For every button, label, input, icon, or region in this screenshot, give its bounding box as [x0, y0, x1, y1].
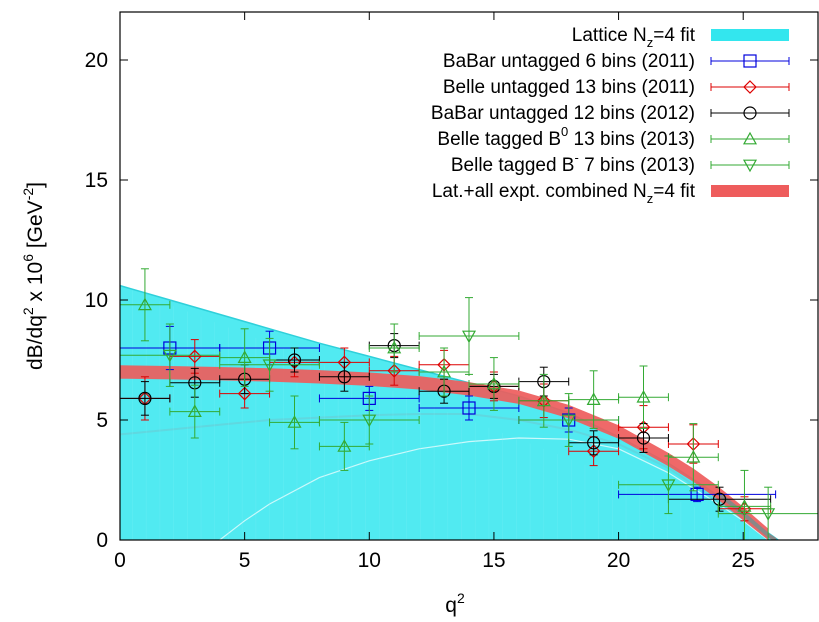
legend-label-series-4: Belle tagged B- 7 bins (2013) [451, 150, 695, 176]
series-3-point [287, 415, 302, 428]
series-3-point [636, 389, 651, 403]
series-3-point [686, 449, 701, 463]
y-tick-label: 5 [96, 409, 108, 432]
legend-label-series-4-part: Belle tagged B [451, 155, 575, 176]
series-2-point [287, 353, 302, 367]
y-label-part-0: dB/dq [24, 315, 47, 370]
lattice-band [120, 285, 779, 540]
legend-label-series-3-part: Belle tagged B [437, 129, 561, 150]
x-tick-label: 10 [358, 549, 381, 572]
series-1-point [387, 363, 402, 378]
legend-label-series-1-part: Belle untagged 13 bins (2011) [443, 77, 695, 98]
y-label-part-4: [GeV [24, 200, 47, 254]
series-4-point [461, 330, 477, 344]
legend-swatch-combined [711, 185, 789, 197]
series-3-point [586, 392, 601, 405]
series-3-point [536, 393, 551, 407]
legend-label-series-2-part: BaBar untagged 12 bins (2012) [431, 103, 695, 124]
x-tick-label: 0 [114, 549, 126, 572]
legend-marker-series-2 [743, 106, 757, 120]
series-4-point [262, 359, 277, 373]
x-tick-label: 25 [732, 549, 755, 572]
legend-marker-series-4 [742, 159, 758, 173]
x-axis-label-sup: 2 [457, 590, 465, 606]
legend-label-lattice-part: =4 fit [653, 25, 695, 46]
legend-label-lattice-part: z [647, 35, 654, 50]
legend-label-series-0: BaBar untagged 6 bins (2011) [443, 51, 695, 72]
legend-swatch-lattice [711, 29, 789, 41]
y-label-part-5: -2 [20, 188, 36, 201]
ticks-layer: 0 5 10 15 20 25 0 5 10 15 20 [85, 12, 818, 572]
y-tick-label: 10 [85, 289, 108, 312]
y-label-part-6: ] [24, 182, 47, 188]
series-2-point [337, 370, 351, 384]
series-2-point [587, 436, 601, 450]
y-label-part-2: x 10 [24, 262, 47, 308]
legend-label-series-2: BaBar untagged 12 bins (2012) [431, 103, 695, 124]
x-axis-label: q2 [445, 590, 465, 617]
series-0-point [462, 401, 476, 415]
series-0-point [690, 487, 704, 501]
series-4 [120, 297, 818, 540]
series-2-point [138, 391, 152, 405]
series-1-point [237, 386, 252, 401]
y-tick-label: 15 [85, 169, 108, 192]
y-label-part-3: 6 [20, 254, 36, 262]
series-4-point [162, 349, 177, 363]
series-1-point [187, 349, 202, 364]
legend-label-lattice-part: Lattice N [572, 25, 647, 46]
legend-marker-series-1 [743, 80, 757, 94]
legend-label-series-4-part: 7 bins (2013) [579, 155, 695, 176]
series-3-point [437, 364, 452, 378]
legend-marker-series-3 [742, 131, 758, 145]
legend-label-series-1: Belle untagged 13 bins (2011) [443, 77, 695, 98]
legend-label-combined-part: z [647, 191, 654, 206]
series-4-point [362, 414, 377, 428]
series-3-point [187, 404, 202, 417]
series-3-point [237, 350, 252, 363]
y-label-part-1: 2 [20, 307, 36, 315]
legend-label-series-3: Belle tagged B0 13 bins (2013) [437, 124, 695, 150]
series-1-point [586, 444, 601, 459]
series-2-point [636, 431, 651, 445]
series-2-point [712, 492, 727, 506]
series-4-point [561, 414, 576, 428]
series-3-point [137, 297, 152, 311]
y-tick-label: 20 [85, 49, 108, 72]
series-3-point [737, 499, 752, 512]
legend-label-series-3-part: 0 [561, 124, 568, 139]
series-4-point [661, 479, 676, 493]
series-3-point [337, 439, 352, 452]
plot-frame [119, 11, 819, 541]
legend-label-combined: Lat.+all expt. combined Nz=4 fit [432, 181, 696, 206]
y-tick-label: 0 [96, 529, 108, 552]
series-3-point [387, 340, 402, 354]
legend-label-lattice: Lattice Nz=4 fit [572, 25, 696, 50]
combined-fit-tail [717, 491, 777, 540]
series-4-point [761, 508, 776, 521]
series-0 [120, 325, 777, 503]
legend-label-combined-part: Lat.+all expt. combined N [432, 181, 647, 202]
x-tick-label: 15 [482, 549, 505, 572]
legend-marker-series-0 [743, 54, 757, 68]
y-axis-label: dB/dq2 x 106 [GeV-2] [20, 182, 47, 370]
series-3 [120, 268, 772, 540]
legend-label-combined-part: =4 fit [653, 181, 695, 202]
series-3-point [486, 376, 501, 390]
legend-label-series-0-part: BaBar untagged 6 bins (2011) [443, 51, 695, 72]
bands-layer [120, 284, 779, 540]
legend-label-series-3-part: 13 bins (2013) [568, 129, 695, 150]
x-tick-label: 5 [239, 549, 251, 572]
x-tick-label: 20 [607, 549, 630, 572]
series-layer [120, 268, 818, 540]
legend-label-series-4-part: - [574, 150, 578, 165]
